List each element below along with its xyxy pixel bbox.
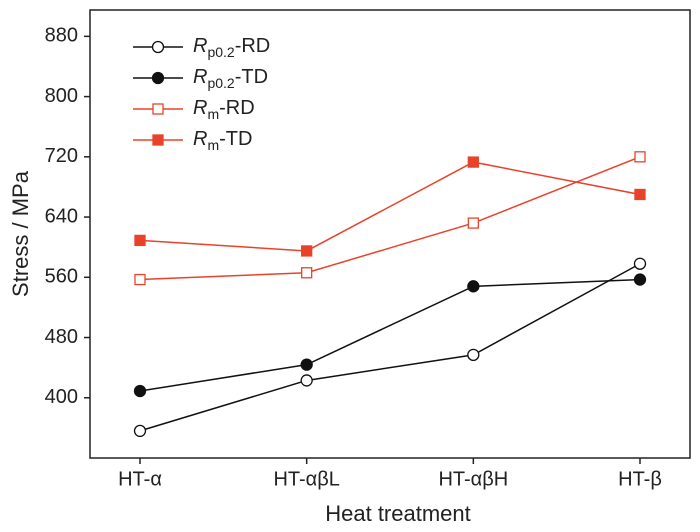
series-line — [139, 278, 641, 392]
legend-label: Rm-RD — [193, 97, 255, 121]
legend-label: Rm-TD — [193, 128, 252, 152]
legend-marker — [152, 134, 164, 146]
y-tick-label: 880 — [45, 25, 78, 47]
point — [633, 257, 647, 270]
legend-marker — [151, 71, 165, 85]
y-tick-label: 640 — [45, 205, 78, 227]
y-tick-label: 400 — [45, 386, 78, 408]
series-line — [139, 156, 641, 281]
x-tick-label: HT-αβL — [273, 468, 339, 490]
point — [301, 245, 313, 257]
point — [467, 280, 480, 293]
y-axis-title: Stress / MPa — [8, 170, 33, 297]
point — [300, 374, 313, 387]
legend-marker — [151, 40, 165, 54]
point — [634, 151, 646, 163]
x-tick-label: HT-α — [118, 468, 162, 490]
point — [134, 234, 146, 247]
legend-label: Rp0.2-TD — [193, 66, 268, 90]
point — [134, 273, 146, 286]
x-tick-label: HT-αβH — [438, 468, 508, 490]
plot-frame — [89, 9, 691, 459]
series-line — [139, 263, 641, 432]
point — [467, 156, 479, 168]
point — [467, 217, 479, 229]
x-tick-label: HT-β — [618, 468, 662, 490]
y-tick-label: 560 — [45, 266, 78, 288]
point — [467, 348, 480, 361]
point — [133, 424, 147, 438]
point — [301, 267, 313, 279]
point — [300, 358, 313, 371]
series-line — [139, 161, 641, 252]
y-tick-label: 480 — [45, 326, 78, 348]
legend-label: Rp0.2-RD — [193, 35, 270, 59]
point — [133, 384, 147, 398]
point — [633, 273, 647, 286]
y-tick-label: 720 — [45, 145, 78, 167]
point — [634, 188, 646, 201]
y-tick-label: 800 — [45, 85, 78, 107]
legend-marker — [152, 103, 164, 115]
x-axis-title: Heat treatment — [325, 501, 471, 526]
